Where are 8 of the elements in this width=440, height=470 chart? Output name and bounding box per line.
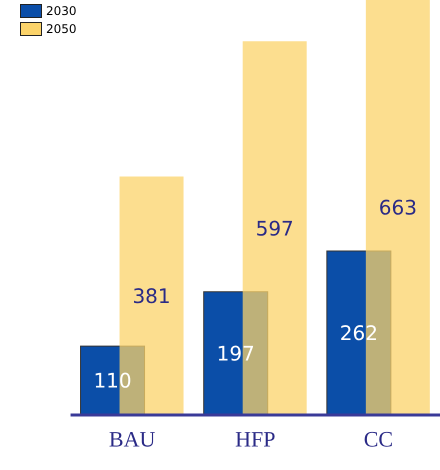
x-tick-label: CC xyxy=(364,426,394,452)
legend-label: 2030 xyxy=(46,3,77,20)
data-label: 381 xyxy=(132,284,171,308)
x-tick-label: HFP xyxy=(235,426,276,452)
data-label: 597 xyxy=(256,216,294,240)
data-label: 663 xyxy=(378,196,417,220)
legend-label: 2050 xyxy=(46,21,77,38)
x-tick-label: BAU xyxy=(108,426,156,452)
